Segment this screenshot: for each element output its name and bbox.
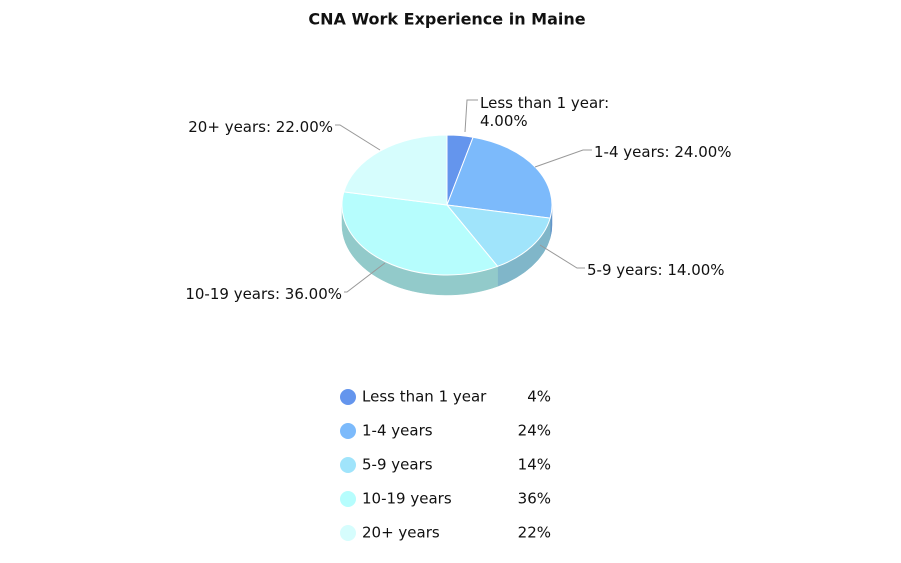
data-label: 20+ years: 22.00% <box>188 118 333 136</box>
legend-value: 14% <box>518 456 551 474</box>
legend-value: 22% <box>518 524 551 542</box>
slice <box>445 204 551 267</box>
leader-line <box>464 99 478 133</box>
legend-label: Less than 1 year <box>362 388 487 406</box>
legend-marker <box>340 389 356 405</box>
slice <box>341 191 499 276</box>
legend-marker <box>340 423 356 439</box>
slice <box>446 136 553 219</box>
legend-value: 24% <box>518 422 551 440</box>
data-label: 1-4 years: 24.00% <box>594 143 732 161</box>
data-label: Less than 1 year: 4.00% <box>480 94 610 130</box>
data-label: 10-19 years: 36.00% <box>185 285 342 303</box>
legend-label: 20+ years <box>362 524 440 542</box>
leader-line <box>344 262 386 293</box>
leader-line <box>534 149 592 168</box>
legend-value: 36% <box>518 490 551 508</box>
legend-marker <box>340 491 356 507</box>
data-label: 5-9 years: 14.00% <box>587 261 725 279</box>
legend-label: 1-4 years <box>362 422 433 440</box>
leader-line <box>335 124 381 151</box>
leader-line <box>539 244 585 269</box>
legend-marker <box>340 457 356 473</box>
legend-label: 10-19 years <box>362 490 452 508</box>
legend-marker <box>340 525 356 541</box>
chart-title: CNA Work Experience in Maine <box>308 10 585 29</box>
slice <box>343 134 448 206</box>
legend-value: 4% <box>527 388 551 406</box>
legend-label: 5-9 years <box>362 456 433 474</box>
